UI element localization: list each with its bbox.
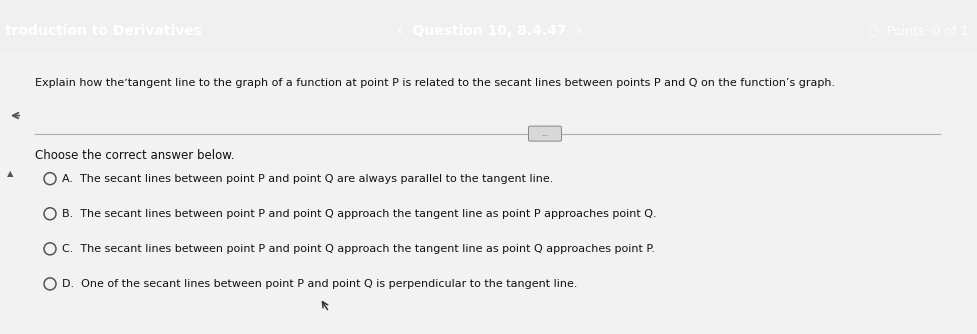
Text: Choose the correct answer below.: Choose the correct answer below. [35,149,234,162]
Text: ‹  Question 10, 8.4.47  ›: ‹ Question 10, 8.4.47 › [396,24,581,38]
Text: ...: ... [541,129,548,138]
FancyBboxPatch shape [528,126,561,141]
Text: Explain how theʼtangent line to the graph of a function at point P is related to: Explain how theʼtangent line to the grap… [35,78,834,89]
Text: B.  The secant lines between point P and point Q approach the tangent line as po: B. The secant lines between point P and … [62,209,656,219]
Text: ○  Points: 0 of 1: ○ Points: 0 of 1 [867,24,967,37]
Text: ▲: ▲ [7,169,14,178]
FancyBboxPatch shape [0,53,977,334]
Text: troduction to Derivatives: troduction to Derivatives [5,24,201,38]
Text: A.  The secant lines between point P and point Q are always parallel to the tang: A. The secant lines between point P and … [62,174,553,184]
Text: D.  One of the secant lines between point P and point Q is perpendicular to the : D. One of the secant lines between point… [62,279,576,289]
Text: C.  The secant lines between point P and point Q approach the tangent line as po: C. The secant lines between point P and … [62,244,655,254]
